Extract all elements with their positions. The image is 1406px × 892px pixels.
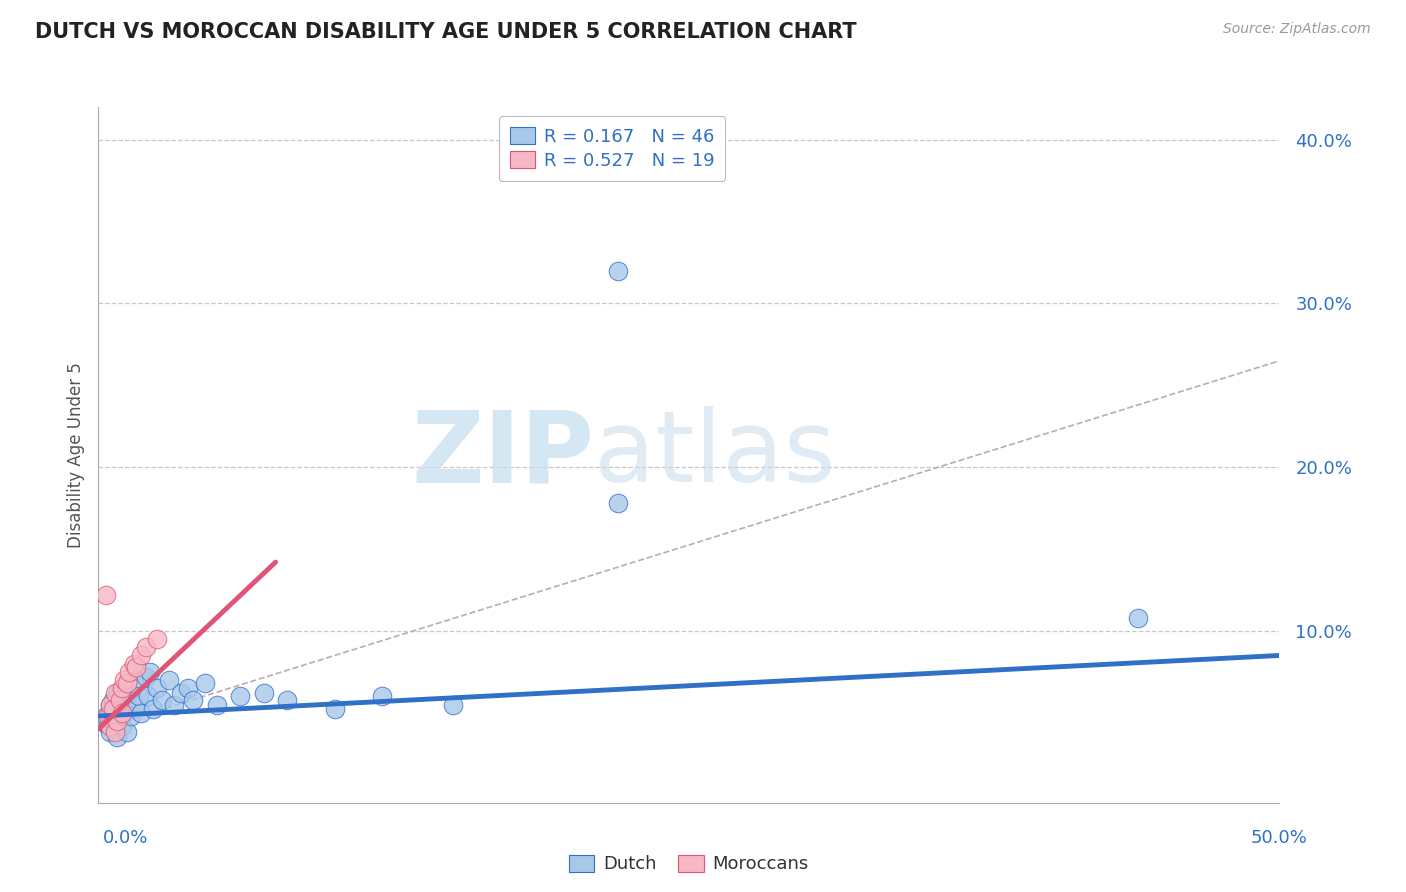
Point	[121, 709, 143, 723]
Point	[129, 648, 152, 663]
Text: 50.0%: 50.0%	[1251, 829, 1308, 847]
Point	[1126, 611, 1149, 625]
Point	[163, 698, 186, 712]
Point	[112, 706, 135, 720]
Text: ZIP: ZIP	[412, 407, 595, 503]
Point	[97, 719, 120, 733]
Text: Source: ZipAtlas.com: Source: ZipAtlas.com	[1223, 22, 1371, 37]
Point	[104, 686, 127, 700]
Point	[122, 657, 145, 671]
Point	[125, 698, 148, 712]
Point	[105, 686, 128, 700]
Point	[118, 665, 141, 679]
Text: 0.0%: 0.0%	[103, 829, 148, 847]
Point	[122, 676, 145, 690]
Point	[108, 692, 131, 706]
Legend: Dutch, Moroccans: Dutch, Moroccans	[558, 844, 820, 884]
Point	[125, 660, 148, 674]
Point	[607, 264, 630, 278]
Point	[181, 692, 204, 706]
Point	[98, 698, 121, 712]
Point	[104, 722, 127, 736]
Point	[111, 706, 134, 720]
Point	[118, 686, 141, 700]
Text: DUTCH VS MOROCCAN DISABILITY AGE UNDER 5 CORRELATION CHART: DUTCH VS MOROCCAN DISABILITY AGE UNDER 5…	[35, 22, 856, 42]
Text: atlas: atlas	[595, 407, 837, 503]
Point	[371, 690, 394, 704]
Point	[276, 692, 298, 706]
Point	[98, 725, 121, 739]
Point	[111, 681, 134, 696]
Point	[101, 702, 124, 716]
Point	[108, 709, 131, 723]
Point	[146, 681, 169, 696]
Point	[136, 690, 159, 704]
Y-axis label: Disability Age Under 5: Disability Age Under 5	[66, 362, 84, 548]
Point	[111, 698, 134, 712]
Point	[441, 698, 464, 712]
Point	[150, 692, 173, 706]
Point	[105, 731, 128, 745]
Point	[177, 681, 200, 696]
Point	[94, 709, 117, 723]
Point	[139, 665, 162, 679]
Point	[135, 670, 157, 684]
Point	[98, 719, 121, 733]
Point	[135, 640, 157, 655]
Point	[157, 673, 180, 687]
Point	[98, 698, 121, 712]
Point	[97, 709, 120, 723]
Point	[111, 719, 134, 733]
Point	[229, 690, 252, 704]
Point	[170, 686, 193, 700]
Point	[129, 706, 152, 720]
Point	[115, 725, 138, 739]
Point	[128, 690, 150, 704]
Point	[253, 686, 276, 700]
Point	[146, 632, 169, 646]
Point	[607, 496, 630, 510]
Point	[205, 698, 228, 712]
Point	[101, 692, 124, 706]
Point	[194, 676, 217, 690]
Point	[115, 676, 138, 690]
Point	[112, 673, 135, 687]
Point	[111, 681, 134, 696]
Point	[323, 702, 346, 716]
Point	[115, 692, 138, 706]
Point	[105, 714, 128, 728]
Point	[101, 714, 124, 728]
Point	[104, 702, 127, 716]
Point	[104, 725, 127, 739]
Point	[142, 702, 165, 716]
Point	[98, 706, 121, 720]
Point	[94, 588, 117, 602]
